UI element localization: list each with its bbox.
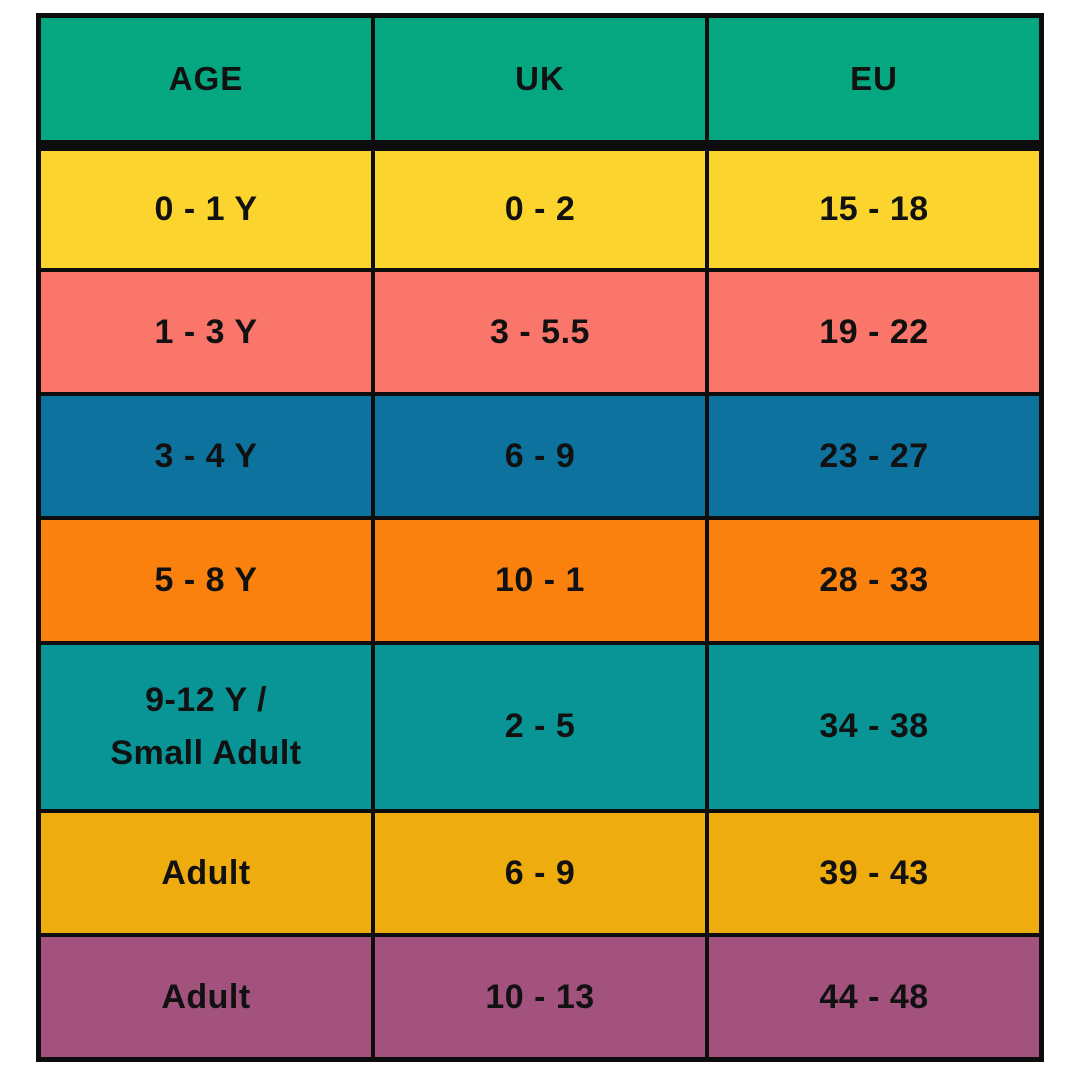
cell-age: 1 - 3 Y xyxy=(36,267,375,397)
cell-uk: 6 - 9 xyxy=(370,808,710,938)
cell-age: 5 - 8 Y xyxy=(36,516,375,645)
cell-eu: 23 - 27 xyxy=(705,392,1044,521)
cell-uk: 3 - 5.5 xyxy=(370,267,710,397)
table-row: Adult 6 - 9 39 - 43 xyxy=(36,808,1044,938)
cell-uk: 10 - 1 xyxy=(370,516,710,645)
cell-eu: 19 - 22 xyxy=(705,267,1044,397)
cell-eu: 15 - 18 xyxy=(705,143,1044,272)
cell-uk: 10 - 13 xyxy=(370,933,710,1062)
cell-uk: 0 - 2 xyxy=(370,143,710,272)
table-row: Adult 10 - 13 44 - 48 xyxy=(36,933,1044,1062)
size-chart: AGE UK EU 0 - 1 Y 0 - 2 15 - 18 1 - 3 Y … xyxy=(36,13,1044,1062)
size-chart-table: AGE UK EU 0 - 1 Y 0 - 2 15 - 18 1 - 3 Y … xyxy=(36,13,1044,1062)
cell-age: Adult xyxy=(36,808,375,938)
table-row: 3 - 4 Y 6 - 9 23 - 27 xyxy=(36,392,1044,521)
cell-eu: 28 - 33 xyxy=(705,516,1044,645)
cell-uk: 2 - 5 xyxy=(370,640,710,813)
cell-age: 9-12 Y / Small Adult xyxy=(36,640,375,813)
cell-eu: 34 - 38 xyxy=(705,640,1044,813)
cell-age: Adult xyxy=(36,933,375,1062)
header-cell-age: AGE xyxy=(36,13,375,151)
table-row: 1 - 3 Y 3 - 5.5 19 - 22 xyxy=(36,267,1044,397)
cell-uk: 6 - 9 xyxy=(370,392,710,521)
table-row: 0 - 1 Y 0 - 2 15 - 18 xyxy=(36,143,1044,272)
cell-eu: 44 - 48 xyxy=(705,933,1044,1062)
cell-eu: 39 - 43 xyxy=(705,808,1044,938)
table-row: 5 - 8 Y 10 - 1 28 - 33 xyxy=(36,516,1044,645)
header-cell-uk: UK xyxy=(370,13,710,151)
header-cell-eu: EU xyxy=(705,13,1044,151)
cell-age: 3 - 4 Y xyxy=(36,392,375,521)
table-row: 9-12 Y / Small Adult 2 - 5 34 - 38 xyxy=(36,640,1044,813)
header-row: AGE UK EU xyxy=(36,13,1044,151)
cell-age: 0 - 1 Y xyxy=(36,143,375,272)
